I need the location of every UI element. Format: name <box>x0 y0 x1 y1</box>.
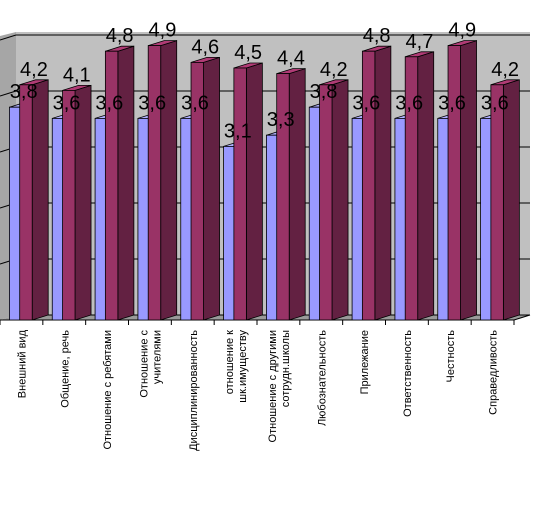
x-tick-label: Отношение сучителями <box>138 330 163 398</box>
x-ticks <box>0 320 515 325</box>
data-label: 4,8 <box>106 25 134 47</box>
bar-side <box>460 40 477 321</box>
bar <box>190 62 204 321</box>
bar-side <box>160 40 178 321</box>
bar-side <box>331 79 349 321</box>
bar <box>19 84 33 321</box>
bar <box>104 50 119 321</box>
data-label: 3,6 <box>138 92 166 114</box>
x-tick-label: Справедливость <box>488 330 500 415</box>
data-label: 4,7 <box>406 31 434 53</box>
data-labels: 3,84,23,64,13,64,83,64,93,64,63,14,53,34… <box>10 20 519 143</box>
data-label: 4,2 <box>320 59 348 81</box>
bar <box>361 50 376 321</box>
data-label: 4,8 <box>363 25 391 47</box>
x-tick-label: Дисциплинированность <box>188 330 200 451</box>
bar <box>319 84 333 321</box>
data-label: 3,8 <box>310 81 338 103</box>
bar <box>147 45 162 321</box>
data-label: 3,6 <box>181 92 209 114</box>
data-label: 4,5 <box>234 42 262 64</box>
data-label: 3,6 <box>53 92 81 114</box>
data-label: 3,8 <box>10 81 38 103</box>
x-tick-label: Ответственность <box>402 330 414 417</box>
bar-side <box>74 84 92 321</box>
x-tick-label: Любознательность <box>316 330 328 426</box>
bar <box>233 67 247 321</box>
x-tick-labels: Внешний вид Общение, речь Отношение с ребя… <box>16 329 499 450</box>
bar <box>276 73 290 321</box>
x-tick-label: Внешний вид <box>16 329 28 398</box>
data-label: 3,6 <box>95 92 123 114</box>
data-label: 3,6 <box>352 92 380 114</box>
x-tick-label: Отношение с ребятами <box>102 330 114 450</box>
bar-side <box>374 45 392 321</box>
data-label: 3,6 <box>481 92 509 114</box>
data-label: 4,2 <box>491 59 519 81</box>
data-label: 4,6 <box>191 36 219 58</box>
x-tick-label: Прилежание <box>359 330 371 394</box>
bar-side <box>31 79 49 321</box>
x-tick-label: Честность <box>445 330 457 383</box>
bar-side <box>288 68 306 321</box>
data-label: 4,9 <box>448 20 476 42</box>
bar <box>404 56 419 321</box>
bar-side <box>502 79 520 321</box>
data-label: 4,1 <box>63 64 91 86</box>
bar <box>490 84 504 321</box>
data-label: 3,3 <box>267 109 295 131</box>
x-tick-label: отношение кшк.имуществу <box>224 330 249 403</box>
data-label: 3,6 <box>438 92 466 114</box>
bars <box>9 40 520 321</box>
bar-side <box>245 62 263 321</box>
data-label: 4,9 <box>149 20 177 42</box>
data-label: 4,4 <box>277 48 305 70</box>
data-label: 4,2 <box>20 59 48 81</box>
data-label: 3,6 <box>395 92 423 114</box>
x-tick-label: Отношение с другимисотрудн.школы <box>267 330 292 443</box>
bar <box>62 90 76 321</box>
bar-side <box>117 45 135 321</box>
data-label: 3,1 <box>224 120 252 142</box>
gridline-side <box>0 90 17 97</box>
gridline-side <box>0 34 17 41</box>
bar <box>447 45 461 321</box>
x-tick-label: Общение, речь <box>59 330 71 408</box>
floor-right-edge <box>513 314 531 321</box>
